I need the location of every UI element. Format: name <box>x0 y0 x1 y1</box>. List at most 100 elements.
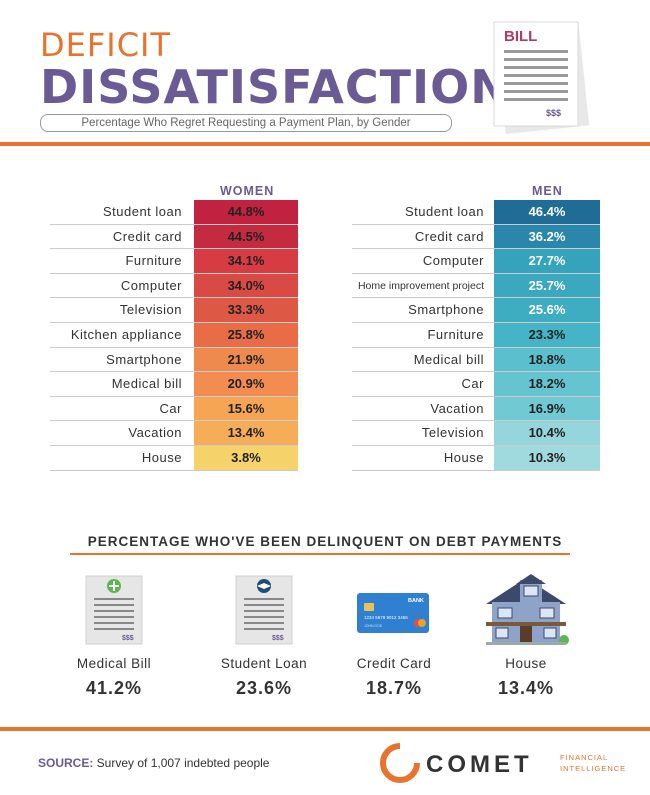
delinquency-title: PERCENTAGE WHO'VE BEEN DELINQUENT ON DEB… <box>87 534 563 549</box>
women-row-divider <box>50 322 298 323</box>
delinquency-label-student-loan: Student Loan <box>220 656 308 671</box>
women-row-value: 34.0% <box>194 273 298 298</box>
women-row-label: Kitchen appliance <box>70 327 182 342</box>
men-row-label: Computer <box>422 253 484 269</box>
men-row-value: 27.7% <box>494 249 600 273</box>
men-row-divider <box>352 371 600 373</box>
men-row-divider <box>352 322 600 323</box>
credit-card-bank: BANK <box>408 598 424 604</box>
subtitle: Percentage Who Regret Requesting a Payme… <box>40 114 452 132</box>
women-row-label: Car <box>159 400 182 416</box>
women-row-label: Student loan <box>102 204 182 219</box>
delinquency-value-credit-card: 18.7% <box>365 678 423 698</box>
men-row-divider <box>352 248 600 250</box>
women-row-divider <box>50 297 298 299</box>
men-row-value: 46.4% <box>494 200 600 224</box>
women-row-value: 34.1% <box>194 249 298 273</box>
title-line-1: DEFICIT <box>40 26 172 64</box>
source-note: SOURCE: Survey of 1,007 indebted people <box>38 756 269 770</box>
logo-word: COMET <box>426 751 533 778</box>
women-row-label: Television <box>119 302 182 318</box>
delinquency-label-house: House <box>505 656 547 671</box>
women-row-label: Credit card <box>112 228 182 244</box>
women-row-value: 3.8% <box>194 446 298 470</box>
credit-card-icon: BANK 1234 5678 9012 3456 JOHN DOE <box>356 592 430 639</box>
men-row-divider <box>352 420 600 422</box>
credit-card-number: 1234 5678 9012 3456 <box>364 615 408 620</box>
comet-logo: COMET FINANCIAL INTELLIGENCE <box>378 738 628 788</box>
men-row-value: 18.8% <box>494 347 600 372</box>
men-row-divider <box>352 469 600 471</box>
delinquency-label-credit-card: Credit Card <box>356 656 432 671</box>
bill-icon-label: BILL <box>504 28 537 45</box>
bill-icon: BILL $$$ <box>486 16 596 136</box>
women-row-label: Medical bill <box>111 376 182 392</box>
men-row-value: 10.3% <box>494 446 600 470</box>
delinquency-divider <box>70 553 570 555</box>
women-row-divider <box>50 248 298 250</box>
bill-icon-amount: $$$ <box>546 108 561 118</box>
men-row-value: 16.9% <box>494 396 600 421</box>
men-row-label: Smartphone <box>408 302 484 318</box>
men-row-divider <box>352 346 600 348</box>
logo-sub-1: FINANCIAL <box>560 753 608 762</box>
women-row-value: 44.8% <box>194 200 298 224</box>
delinquency-value-student-loan: 23.6% <box>235 678 293 698</box>
delinquency-label-medical-bill: Medical Bill <box>76 656 152 671</box>
house-icon <box>482 574 570 651</box>
women-row-value: 21.9% <box>194 347 298 372</box>
graduation-document-amount: $$$ <box>272 635 284 642</box>
women-row-label: Smartphone <box>106 351 182 367</box>
top-divider <box>0 142 650 146</box>
delinquency-value-house: 13.4% <box>497 678 555 698</box>
logo-sub-2: INTELLIGENCE <box>560 764 626 773</box>
women-row-label: Furniture <box>125 253 182 269</box>
women-row-divider <box>50 272 298 274</box>
medical-document-amount: $$$ <box>122 635 134 642</box>
women-row-divider <box>50 469 298 471</box>
women-row-value: 44.5% <box>194 224 298 249</box>
men-row-value: 25.6% <box>494 298 600 322</box>
men-row-label: Car <box>461 376 484 392</box>
men-row-label: House <box>443 450 484 465</box>
women-row-label: House <box>141 450 182 465</box>
men-row-label: Television <box>421 425 484 441</box>
women-row-divider <box>50 223 298 225</box>
men-row-label: Student loan <box>404 204 484 219</box>
men-row-divider <box>352 395 600 397</box>
women-row-divider <box>50 346 298 348</box>
women-row-divider <box>50 445 298 446</box>
women-row-divider <box>50 395 298 397</box>
women-row-divider <box>50 371 298 373</box>
men-row-value: 23.3% <box>494 323 600 347</box>
medical-document-icon: $$$ <box>84 574 144 651</box>
bottom-divider <box>0 727 650 731</box>
women-row-value: 15.6% <box>194 396 298 421</box>
men-row-divider <box>352 223 600 225</box>
credit-card-holder: JOHN DOE <box>364 624 383 628</box>
women-row-value: 13.4% <box>194 421 298 445</box>
men-row-value: 10.4% <box>494 421 600 445</box>
men-row-label: Medical bill <box>413 351 484 367</box>
women-row-label: Vacation <box>128 425 182 441</box>
title-line-2: DISSATISFACTION <box>40 60 510 114</box>
men-row-value: 18.2% <box>494 372 600 396</box>
source-text: Survey of 1,007 indebted people <box>93 756 270 770</box>
men-row-label: Furniture <box>427 327 484 342</box>
men-row-value: 25.7% <box>494 273 600 298</box>
men-row-value: 36.2% <box>494 224 600 249</box>
source-tag: SOURCE: <box>38 756 94 770</box>
men-row-divider <box>352 445 600 446</box>
men-row-divider <box>352 297 600 299</box>
men-row-label: Vacation <box>430 400 484 416</box>
men-row-label: Credit card <box>414 228 484 244</box>
delinquency-value-medical-bill: 41.2% <box>85 678 143 698</box>
men-row-label: Home improvement project <box>357 279 484 292</box>
women-row-label: Computer <box>120 277 182 293</box>
women-row-value: 20.9% <box>194 372 298 396</box>
women-row-value: 25.8% <box>194 323 298 347</box>
women-row-divider <box>50 420 298 422</box>
men-column-header: MEN <box>532 184 563 198</box>
men-row-divider <box>352 272 600 274</box>
women-row-value: 33.3% <box>194 298 298 322</box>
